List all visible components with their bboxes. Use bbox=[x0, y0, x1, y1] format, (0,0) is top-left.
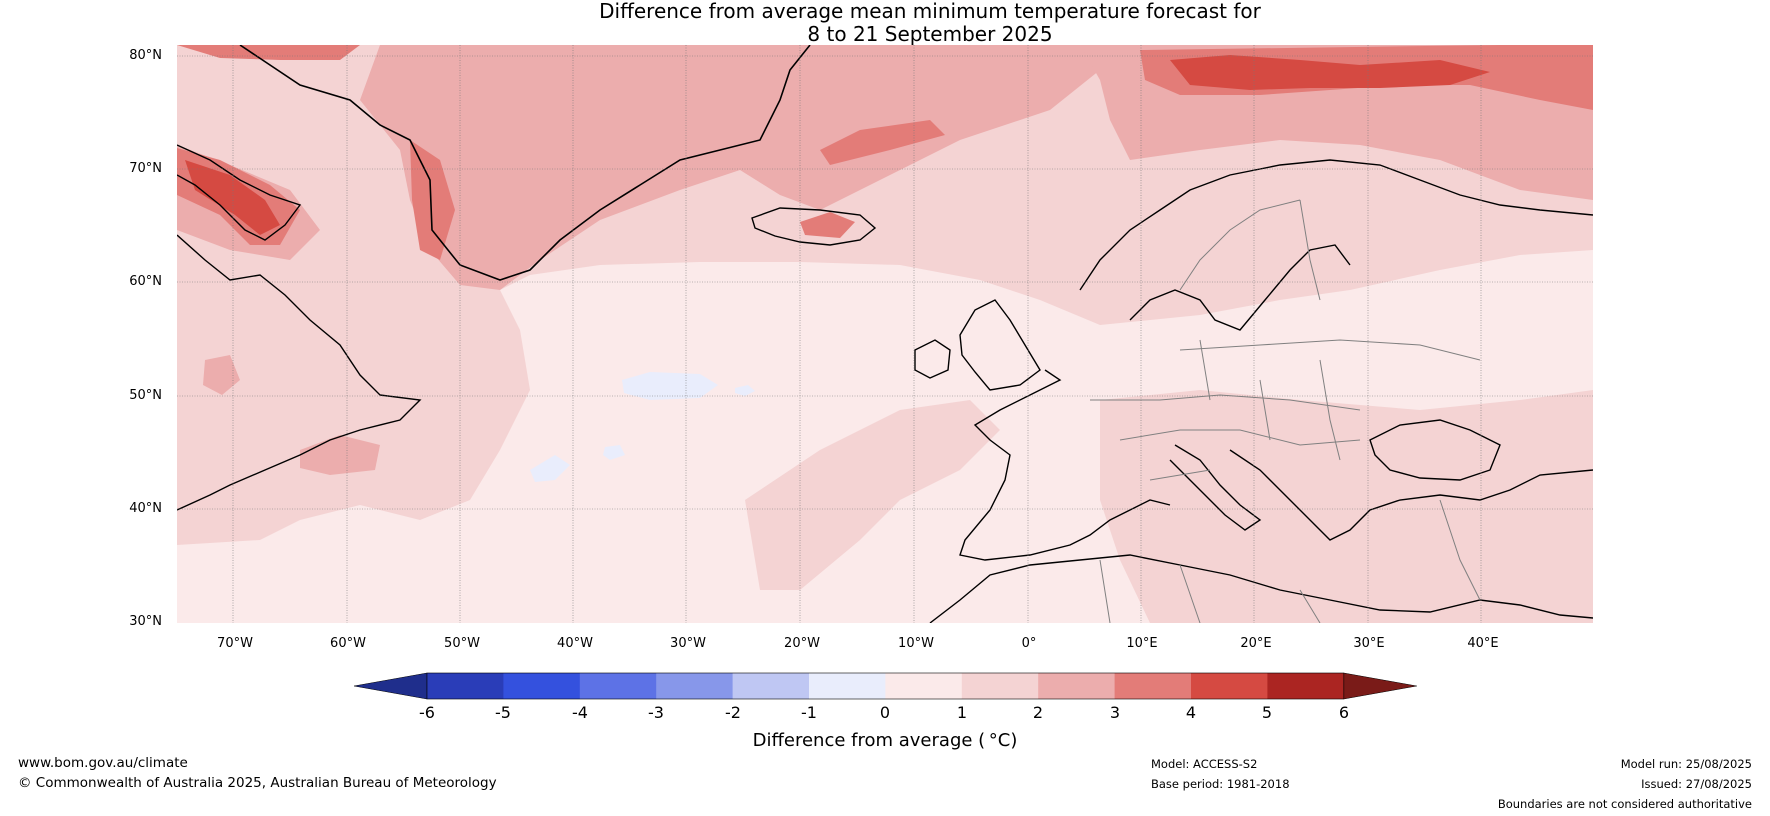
lat-label-40n: 40°N bbox=[129, 501, 162, 516]
colorbar-segment bbox=[732, 673, 810, 699]
anomaly-1-2-europe bbox=[1100, 390, 1593, 623]
europe-coast bbox=[1079, 159, 1593, 291]
footer-model: Model: ACCESS-S2 bbox=[1151, 757, 1258, 771]
colorbar-tick: 1 bbox=[956, 703, 968, 722]
colorbar-tick: 6 bbox=[1338, 703, 1350, 722]
country-borders bbox=[1090, 199, 1481, 623]
lon-label-40e: 40°E bbox=[1467, 636, 1499, 651]
colorbar-segment bbox=[961, 673, 1039, 699]
italy-coast bbox=[1169, 444, 1262, 531]
colorbar-segment bbox=[427, 673, 504, 699]
anomaly-2-3-greenland bbox=[360, 45, 1100, 290]
lon-label-0: 0° bbox=[1021, 636, 1037, 651]
anomaly-1-2-atlantic bbox=[745, 400, 1000, 590]
colorbar-extend-high bbox=[1343, 672, 1417, 700]
lat-label-50n: 50°N bbox=[129, 388, 162, 403]
footer-url: www.bom.gov.au/climate bbox=[18, 755, 188, 771]
footer-model-run: Model run: 25/08/2025 bbox=[1620, 757, 1752, 771]
chart-title: Difference from average mean minimum tem… bbox=[0, 0, 1770, 46]
anomaly-2-3-labrador bbox=[203, 355, 240, 395]
footer-base-period: Base period: 1981-2018 bbox=[1151, 777, 1290, 791]
anomaly-neg-1-d bbox=[530, 455, 570, 482]
baffin-island-coast bbox=[177, 144, 302, 241]
mediterranean-africa-coast bbox=[929, 554, 1593, 623]
colorbar-segment bbox=[503, 673, 581, 699]
lon-label-20w: 20°W bbox=[784, 636, 820, 651]
lon-label-10e: 10°E bbox=[1126, 636, 1158, 651]
colorbar-tick: -3 bbox=[648, 703, 664, 722]
anomaly-neg-1-c bbox=[603, 445, 625, 460]
colorbar-tick: 3 bbox=[1109, 703, 1121, 722]
greenland-coast bbox=[239, 45, 811, 281]
map-panel: 80°N 70°N 60°N 50°N 40°N 30°N 70°W 60°W … bbox=[129, 45, 1593, 651]
canada-coast bbox=[177, 234, 422, 511]
iceland-coast bbox=[751, 207, 877, 246]
footer-issued: Issued: 27/08/2025 bbox=[1641, 777, 1752, 791]
lat-label-30n: 30°N bbox=[129, 614, 162, 629]
forecast-map bbox=[177, 45, 1593, 623]
colorbar-tick: -1 bbox=[801, 703, 817, 722]
anomaly-neg-1-a bbox=[622, 372, 718, 400]
colorbar bbox=[353, 672, 1417, 700]
title-line-2: 8 to 21 September 2025 bbox=[807, 22, 1053, 46]
lon-label-50w: 50°W bbox=[444, 636, 480, 651]
lat-label-60n: 60°N bbox=[129, 274, 162, 289]
colorbar-extend-low bbox=[353, 672, 428, 700]
footer-disclaimer: Boundaries are not considered authoritat… bbox=[1497, 797, 1752, 811]
anomaly-3-4-iceland bbox=[800, 212, 855, 238]
colorbar-tick: 2 bbox=[1032, 703, 1044, 722]
lat-label-80n: 80°N bbox=[129, 48, 162, 63]
black-sea-coast bbox=[1369, 419, 1501, 481]
lon-label-10w: 10°W bbox=[898, 636, 934, 651]
colorbar-segment bbox=[1191, 673, 1268, 699]
lon-label-40w: 40°W bbox=[557, 636, 593, 651]
anomaly-4-5-baffin bbox=[185, 160, 280, 235]
colorbar-tick: 0 bbox=[879, 703, 891, 722]
baltic-coast bbox=[1129, 244, 1351, 331]
colorbar-label: Difference from average ( °C) bbox=[752, 730, 1018, 751]
lat-label-70n: 70°N bbox=[129, 161, 162, 176]
colorbar-segment bbox=[579, 673, 657, 699]
colorbar-tick: 4 bbox=[1185, 703, 1197, 722]
colorbar-segment bbox=[1038, 673, 1116, 699]
ireland-coast bbox=[914, 339, 951, 379]
colorbar-tick: -6 bbox=[419, 703, 435, 722]
colorbar-tick: 5 bbox=[1261, 703, 1273, 722]
colorbar-segment bbox=[1114, 673, 1192, 699]
colorbar-tick: -4 bbox=[572, 703, 588, 722]
anomaly-3-4-greenland-sea bbox=[820, 120, 945, 165]
footer-copyright: © Commonwealth of Australia 2025, Austra… bbox=[18, 775, 497, 791]
anomaly-neg-1-b bbox=[735, 385, 755, 396]
lon-label-30w: 30°W bbox=[670, 636, 706, 651]
colorbar-frame bbox=[426, 672, 1345, 700]
colorbar-segment bbox=[1267, 673, 1345, 699]
gridlines bbox=[177, 45, 1593, 623]
colorbar-segment bbox=[656, 673, 734, 699]
anomaly-4-5-svalbard bbox=[1170, 55, 1490, 90]
colorbar-segment bbox=[885, 673, 963, 699]
lon-label-20e: 20°E bbox=[1240, 636, 1272, 651]
title-line-1: Difference from average mean minimum tem… bbox=[599, 0, 1261, 23]
lon-label-30e: 30°E bbox=[1353, 636, 1385, 651]
lon-label-70w: 70°W bbox=[217, 636, 253, 651]
iberia-france-coast bbox=[959, 369, 1171, 561]
colorbar-segment bbox=[809, 673, 886, 699]
anomaly-3-4-greenland-coast bbox=[410, 140, 455, 260]
balkans-coast bbox=[1229, 449, 1593, 541]
colorbar-tick: -2 bbox=[725, 703, 741, 722]
lon-label-60w: 60°W bbox=[330, 636, 366, 651]
colorbar-tick: -5 bbox=[495, 703, 511, 722]
britain-coast bbox=[959, 299, 1041, 391]
